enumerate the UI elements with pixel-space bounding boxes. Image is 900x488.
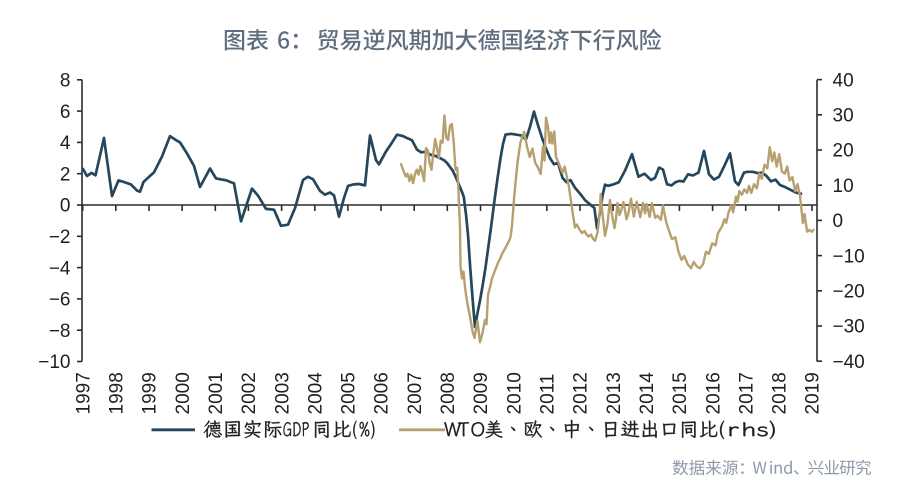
svg-text:2003: 2003 — [272, 372, 293, 414]
svg-text:2013: 2013 — [604, 372, 625, 414]
svg-text:0: 0 — [60, 196, 71, 217]
svg-text:2002: 2002 — [239, 372, 260, 414]
svg-text:2015: 2015 — [670, 372, 691, 414]
svg-text:−6: −6 — [49, 290, 71, 311]
svg-text:−10: −10 — [38, 352, 70, 373]
svg-text:2017: 2017 — [736, 372, 757, 414]
svg-text:2012: 2012 — [571, 372, 592, 414]
svg-text:2014: 2014 — [637, 372, 658, 415]
svg-text:20: 20 — [833, 141, 854, 162]
svg-text:40: 40 — [833, 70, 854, 91]
svg-text:10: 10 — [833, 176, 854, 197]
svg-text:2: 2 — [60, 164, 71, 185]
svg-text:2018: 2018 — [770, 372, 791, 414]
svg-text:−10: −10 — [833, 246, 865, 267]
svg-text:8: 8 — [60, 71, 71, 92]
svg-text:2001: 2001 — [206, 372, 227, 414]
svg-text:1997: 1997 — [73, 372, 94, 414]
svg-text:1999: 1999 — [140, 372, 161, 414]
svg-text:2005: 2005 — [339, 372, 360, 414]
svg-text:−4: −4 — [49, 258, 71, 279]
svg-text:2011: 2011 — [538, 374, 559, 415]
svg-text:2006: 2006 — [372, 372, 393, 414]
svg-text:−8: −8 — [49, 321, 71, 342]
svg-text:2008: 2008 — [438, 372, 459, 414]
svg-text:2010: 2010 — [504, 372, 525, 414]
svg-text:2016: 2016 — [703, 372, 724, 414]
svg-text:2004: 2004 — [305, 372, 326, 415]
svg-text:2009: 2009 — [471, 372, 492, 414]
svg-text:−30: −30 — [833, 317, 865, 338]
svg-text:2000: 2000 — [173, 372, 194, 414]
svg-text:6: 6 — [60, 102, 71, 123]
svg-text:2019: 2019 — [803, 372, 824, 414]
svg-text:−20: −20 — [833, 282, 865, 303]
svg-text:30: 30 — [833, 106, 854, 127]
svg-text:0: 0 — [833, 211, 844, 232]
svg-text:2007: 2007 — [405, 372, 426, 414]
svg-text:4: 4 — [60, 133, 71, 154]
svg-text:−40: −40 — [833, 352, 865, 373]
svg-text:−2: −2 — [49, 227, 71, 248]
svg-text:1998: 1998 — [107, 372, 128, 414]
